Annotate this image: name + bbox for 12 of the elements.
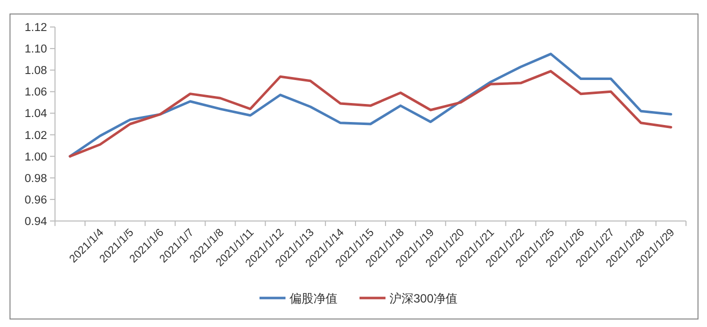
y-tick-label: 0.98: [24, 172, 47, 185]
y-tick-label: 1.02: [24, 130, 47, 142]
y-tick-label: 0.94: [24, 216, 48, 228]
y-tick-label: 0.96: [24, 194, 47, 206]
y-tick-label: 1.06: [24, 86, 47, 99]
y-tick-label: 1.12: [24, 22, 47, 34]
legend-label: 沪深300净值: [390, 292, 458, 306]
y-tick-label: 1.04: [24, 108, 48, 120]
y-tick-label: 1.00: [24, 151, 47, 164]
legend-label: 偏股净值: [290, 292, 338, 306]
y-tick-label: 1.08: [24, 65, 47, 78]
y-tick-label: 1.10: [24, 44, 47, 56]
